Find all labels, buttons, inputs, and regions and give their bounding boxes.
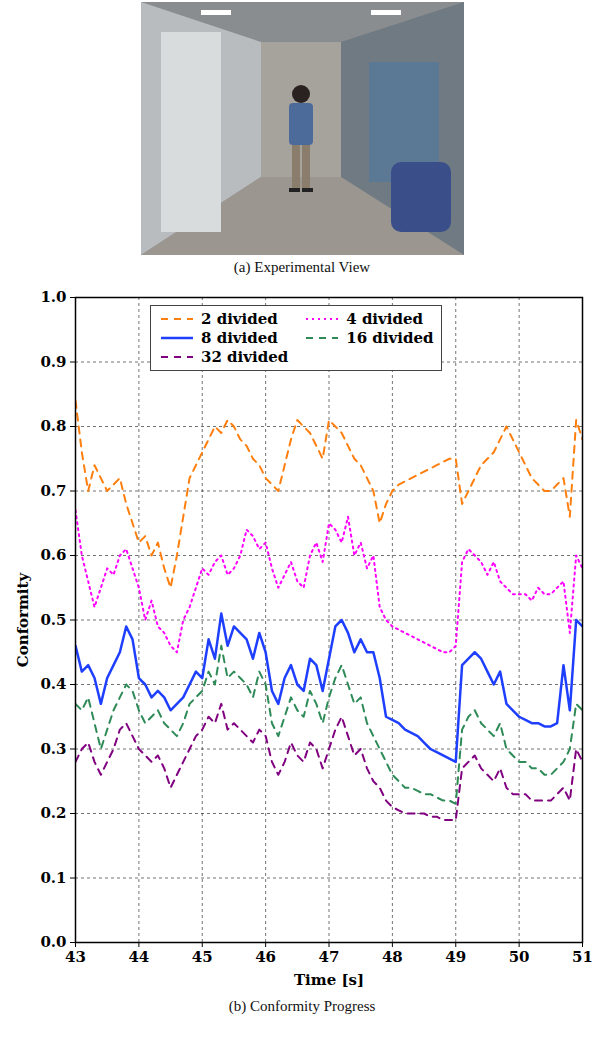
html-text:32 divided: 32 divided [201,348,289,366]
svg-text:0.8: 0.8 [40,417,66,435]
html-text:2 divided: 2 divided [201,310,278,328]
svg-text:51: 51 [572,948,593,966]
svg-text:0.1: 0.1 [40,869,66,887]
svg-text:49: 49 [445,948,466,966]
svg-text:0.5: 0.5 [40,611,66,629]
svg-text:1.0: 1.0 [40,288,66,306]
svg-text:0.7: 0.7 [40,482,66,500]
html-text:8 divided: 8 divided [201,329,278,347]
html-text:(a) Experimental View: (a) Experimental View [233,259,371,275]
svg-text:0.3: 0.3 [40,740,66,758]
html-text:4 divided: 4 divided [346,310,423,328]
svg-text:44: 44 [128,948,149,966]
svg-text:0.9: 0.9 [40,353,66,371]
html-text:(b) Conformity Progress: (b) Conformity Progress [228,998,376,1014]
svg-text:0.6: 0.6 [40,546,66,564]
svg-text:Conformity: Conformity [14,572,32,668]
svg-text:48: 48 [382,948,403,966]
svg-text:50: 50 [509,948,530,966]
svg-text:43: 43 [65,948,86,966]
svg-text:47: 47 [319,948,340,966]
svg-text:45: 45 [192,948,213,966]
svg-text:0.2: 0.2 [40,804,66,822]
svg-text:Time [s]: Time [s] [294,971,364,989]
html-text:16 divided: 16 divided [346,329,434,347]
svg-text:0.0: 0.0 [40,933,66,951]
svg-text:0.4: 0.4 [40,675,66,693]
svg-text:46: 46 [255,948,276,966]
